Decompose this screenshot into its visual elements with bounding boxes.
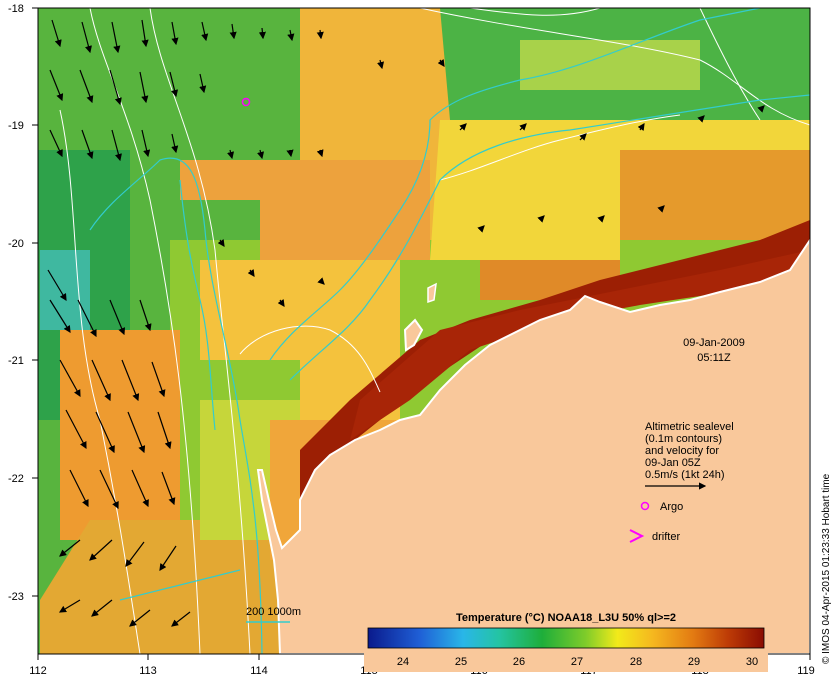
info-line: (0.1m contours): [645, 433, 722, 445]
info-line: 09-Jan 05Z: [645, 457, 701, 469]
lat-tick: -21: [8, 355, 24, 367]
bathymetry-contours: [89, 8, 810, 654]
argo-legend-label: Argo: [660, 501, 683, 513]
bathymetry-legend: 200 1000m: [246, 606, 301, 623]
lon-tick: 119: [797, 665, 815, 677]
colorbar-tick: 29: [688, 656, 700, 668]
date-label: 09-Jan-2009: [683, 337, 745, 349]
date-stamp: 09-Jan-2009 05:11Z: [683, 337, 745, 364]
colorbar-tick: 24: [397, 656, 409, 668]
info-line: Altimetric sealevel: [645, 421, 734, 433]
velocity-arrows: [47, 19, 765, 627]
lat-tick: -18: [8, 3, 24, 15]
y-axis: [32, 7, 38, 597]
y-tick-labels: -18 -19 -20 -21 -22 -23: [8, 3, 24, 603]
time-label: 05:11Z: [697, 352, 731, 364]
lon-tick: 112: [29, 665, 47, 677]
colorbar-title: Temperature (°C) NOAA18_L3U 50% ql>=2: [456, 612, 676, 624]
lon-tick: 114: [250, 665, 268, 677]
lat-tick: -22: [8, 473, 24, 485]
colorbar-tick: 30: [746, 656, 758, 668]
argo-float-marker: [241, 97, 251, 107]
bathy-label: 200 1000m: [246, 606, 301, 618]
credit-text: © IMOS 04-Apr-2015 01:23:33 Hobart time: [821, 473, 832, 664]
colorbar-tick: 27: [571, 656, 583, 668]
colorbar-tick: 28: [630, 656, 642, 668]
colorbar-tick: 26: [513, 656, 525, 668]
lon-tick: 113: [139, 665, 157, 677]
lat-tick: -20: [8, 238, 24, 250]
drifter-legend-label: drifter: [652, 531, 680, 543]
info-line: 0.5m/s (1kt 24h): [645, 469, 724, 481]
lat-tick: -19: [8, 120, 24, 132]
legend-info: Altimetric sealevel (0.1m contours) and …: [629, 421, 734, 543]
lat-tick: -23: [8, 591, 24, 603]
colorbar: Temperature (°C) NOAA18_L3U 50% ql>=2 24…: [364, 606, 768, 672]
colorbar-tick: 25: [455, 656, 467, 668]
argo-legend-marker: [640, 501, 650, 511]
info-line: and velocity for: [645, 445, 719, 457]
colorbar-gradient: [367, 627, 765, 649]
drifter-legend-marker: [629, 529, 645, 543]
warm-water-band: [300, 220, 810, 500]
land-mass: [256, 238, 810, 654]
